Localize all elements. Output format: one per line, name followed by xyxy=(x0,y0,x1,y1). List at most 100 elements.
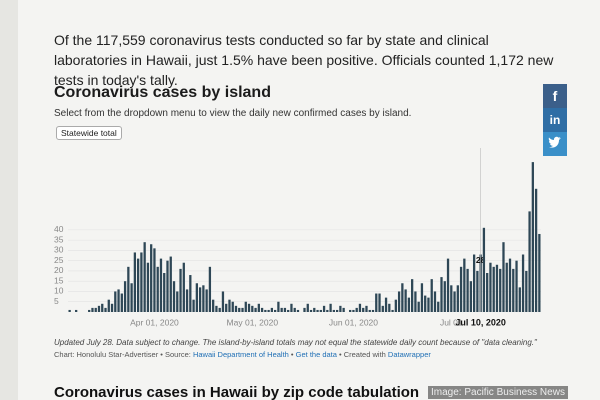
bar xyxy=(212,299,215,312)
bar xyxy=(208,266,212,312)
bar xyxy=(309,309,313,312)
bar xyxy=(94,307,97,312)
bar xyxy=(534,188,538,312)
bar xyxy=(456,285,459,312)
bar xyxy=(97,305,101,312)
bar xyxy=(127,266,130,312)
bar xyxy=(362,307,365,312)
bar xyxy=(218,307,221,312)
bar xyxy=(319,309,322,312)
bar xyxy=(401,283,404,312)
bar xyxy=(375,293,378,312)
bar xyxy=(316,309,319,312)
created-prefix: Created with xyxy=(343,350,386,359)
linkedin-button[interactable]: in xyxy=(543,108,567,132)
bar xyxy=(440,277,443,312)
bar xyxy=(482,227,486,312)
chart-title: Coronavirus cases by island xyxy=(54,84,271,101)
bar xyxy=(492,266,495,312)
bar xyxy=(107,299,110,312)
bar xyxy=(293,307,296,312)
chart-source: Chart: Honolulu Star-Advertiser • Source… xyxy=(54,350,431,359)
x-tick-label: May 01, 2020 xyxy=(227,317,279,327)
bar xyxy=(189,275,192,312)
bar xyxy=(225,303,228,312)
bar xyxy=(368,309,371,312)
bar xyxy=(538,233,541,312)
bar xyxy=(172,281,176,312)
bar xyxy=(133,252,137,312)
y-tick-label: 35 xyxy=(54,234,64,244)
twitter-icon xyxy=(548,136,561,148)
bar xyxy=(192,299,195,312)
bar xyxy=(371,309,375,312)
bar xyxy=(247,303,251,312)
datawrapper-link[interactable]: Datawrapper xyxy=(387,350,431,359)
source-link[interactable]: Hawaii Department of Health xyxy=(192,350,289,359)
bar xyxy=(238,307,241,312)
bar xyxy=(120,293,123,312)
y-tick-label: 25 xyxy=(54,255,64,265)
bar xyxy=(437,301,440,312)
bar xyxy=(296,309,300,312)
y-tick-label: 15 xyxy=(54,275,64,285)
bar xyxy=(290,303,293,312)
bar xyxy=(489,262,492,312)
bar xyxy=(88,309,91,312)
bar xyxy=(446,258,450,312)
bar xyxy=(463,258,466,312)
bar xyxy=(254,307,257,312)
bar xyxy=(381,305,384,312)
facebook-button[interactable]: f xyxy=(543,84,567,108)
bar xyxy=(394,299,397,312)
hover-value: 28 xyxy=(476,255,486,265)
bar xyxy=(257,303,260,312)
bar xyxy=(114,291,117,312)
y-tick-label: 30 xyxy=(54,245,64,255)
bar xyxy=(388,303,391,312)
twitter-button[interactable] xyxy=(543,132,567,156)
bar xyxy=(140,252,143,312)
bar xyxy=(339,305,342,312)
bar xyxy=(176,291,179,312)
bar xyxy=(75,309,78,312)
bar xyxy=(404,289,407,312)
lead-paragraph: Of the 117,559 coronavirus tests conduct… xyxy=(54,32,554,88)
bar xyxy=(342,307,345,312)
bar xyxy=(104,307,107,312)
bar xyxy=(287,309,290,312)
bar xyxy=(486,272,489,312)
bar xyxy=(153,248,156,312)
bar xyxy=(335,309,339,312)
bar xyxy=(512,268,515,312)
bar xyxy=(198,287,202,312)
bar xyxy=(450,285,453,312)
bar xyxy=(156,266,159,312)
bar xyxy=(123,281,127,312)
bar xyxy=(202,285,205,312)
bar xyxy=(358,303,362,312)
y-tick-label: 5 xyxy=(54,296,59,306)
data-link[interactable]: Get the data xyxy=(295,350,337,359)
bar xyxy=(110,303,114,312)
bar xyxy=(495,264,499,312)
dropdown[interactable]: Statewide total xyxy=(56,126,122,140)
bar xyxy=(228,299,231,312)
bar xyxy=(349,309,352,312)
bar xyxy=(407,297,411,312)
x-tick-label: Jul 01 xyxy=(440,317,463,327)
x-tick-label: Jul 10, 2020 xyxy=(455,317,506,327)
bar xyxy=(355,307,358,312)
bar xyxy=(150,244,153,312)
bar xyxy=(411,279,414,312)
y-tick-label: 20 xyxy=(54,265,64,275)
bar xyxy=(277,301,280,312)
bar xyxy=(459,266,463,312)
bar xyxy=(499,268,502,312)
bar xyxy=(303,307,306,312)
bar xyxy=(251,305,254,312)
bar xyxy=(508,258,512,312)
bar xyxy=(420,283,424,312)
source-prefix: Chart: Honolulu Star-Advertiser • Source… xyxy=(54,350,191,359)
